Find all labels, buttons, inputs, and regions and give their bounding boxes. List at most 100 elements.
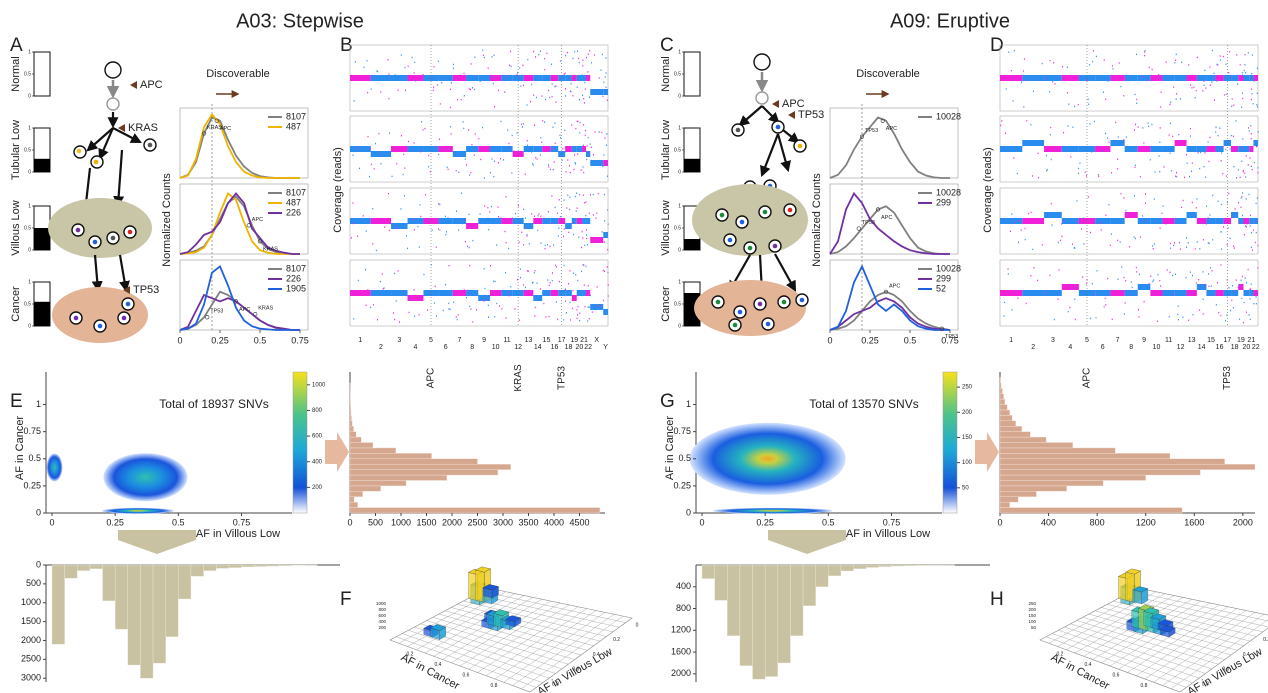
tree-gene-label: TP53 <box>798 109 824 121</box>
mutation-dot <box>757 301 763 307</box>
hist-bar <box>349 453 432 459</box>
coverage-dot <box>510 50 512 53</box>
coverage-dot <box>445 283 447 286</box>
coverage-dot <box>1025 79 1027 82</box>
coverage-dot <box>538 213 540 215</box>
hist-bar <box>790 564 804 636</box>
coverage-dot <box>530 100 532 103</box>
coverage-dot <box>1240 206 1242 209</box>
coverage-dot <box>565 171 567 173</box>
coverage-dot <box>1139 273 1141 276</box>
coverage-dot <box>475 309 477 311</box>
chromosome-label: 12 <box>514 344 522 351</box>
coverage-dot <box>1165 223 1167 225</box>
coverage-band <box>1150 75 1163 81</box>
coverage-dot <box>1005 132 1007 134</box>
coverage-dot <box>572 95 574 97</box>
coverage-dot <box>596 286 598 288</box>
coverage-dot <box>1097 174 1099 176</box>
coverage-dot <box>544 121 546 123</box>
surface-grid <box>486 608 588 676</box>
legend-label: 226 <box>286 273 301 283</box>
coverage-dot <box>1092 60 1094 63</box>
coverage-dot <box>1226 314 1228 316</box>
coverage-dot <box>493 160 495 163</box>
coverage-dot <box>500 217 502 219</box>
coverage-dot <box>1249 214 1251 216</box>
coverage-band <box>582 290 586 296</box>
coverage-dot <box>413 72 415 74</box>
coverage-band <box>523 223 534 229</box>
coverage-dot <box>534 306 536 309</box>
cell <box>104 61 122 79</box>
coverage-dot <box>1105 98 1107 100</box>
x-tick-label: 0 <box>827 335 832 345</box>
coverage-dot <box>1248 127 1250 129</box>
coverage-dot <box>499 305 501 307</box>
coverage-dot <box>1060 239 1062 242</box>
coverage-dot <box>413 147 415 149</box>
x-tick-label: 1600 <box>1184 517 1204 527</box>
coverage-dot <box>435 145 437 148</box>
coverage-dot <box>439 229 441 231</box>
coverage-dot <box>534 124 536 126</box>
coverage-dot <box>598 77 600 79</box>
coverage-dot <box>1247 268 1249 271</box>
mutation-dot <box>732 322 738 328</box>
coverage-dot <box>1118 62 1120 64</box>
coverage-dot <box>404 167 406 169</box>
coverage-dot <box>429 170 431 173</box>
coverage-dot <box>519 67 521 69</box>
coverage-dot <box>519 268 521 270</box>
heatmap-note: Total of 18937 SNVs <box>159 397 268 411</box>
lineage-arrow <box>91 254 103 293</box>
coverage-dot <box>565 95 567 97</box>
chromosome-label: 5 <box>429 337 433 344</box>
coverage-dot <box>1107 277 1109 280</box>
coverage-dot <box>513 150 515 152</box>
annotation-point <box>875 207 881 212</box>
chromosome-label: 19 <box>1237 337 1245 344</box>
coverage-dot <box>1049 133 1051 136</box>
coverage-dot <box>1001 120 1003 122</box>
coverage-dot <box>574 154 576 156</box>
hist-bar <box>349 436 362 443</box>
panel-title: A09: Eruptive <box>890 10 1010 32</box>
coverage-dot <box>544 69 546 71</box>
y-tick-label: 1 <box>36 399 41 409</box>
coverage-dot <box>1237 83 1239 85</box>
coverage-dot <box>356 147 358 149</box>
coverage-dot <box>598 131 600 133</box>
coverage-dot <box>1229 51 1231 53</box>
coverage-dot <box>1160 106 1162 108</box>
coverage-dot <box>1136 98 1138 101</box>
stage-bar-frame <box>33 51 51 97</box>
coverage-dot <box>1216 80 1218 82</box>
coverage-dot <box>1243 234 1245 236</box>
hist-bar <box>727 564 741 636</box>
surface-tick-label: 0.2 <box>1263 637 1268 643</box>
coverage-dot <box>1256 197 1258 199</box>
coverage-band <box>1238 146 1244 152</box>
coverage-band <box>350 146 371 152</box>
coverage-dot <box>587 152 589 154</box>
stage-tick-label: 0 <box>28 93 31 99</box>
hist-bar <box>999 496 1019 503</box>
coverage-band <box>512 290 524 296</box>
hist-bar <box>840 564 854 572</box>
gene-pointer <box>130 81 137 89</box>
coverage-dot <box>1221 152 1223 154</box>
hist-bar <box>279 564 293 566</box>
coverage-dot <box>1032 248 1034 251</box>
coverage-dot <box>1226 279 1228 281</box>
surface-grid <box>1136 608 1238 676</box>
coverage-band <box>1238 75 1244 81</box>
coverage-dot <box>1193 86 1195 89</box>
surface-z-tick-label: 1000 <box>376 601 387 606</box>
coverage-dot <box>1103 305 1105 308</box>
coverage-dot <box>521 231 523 233</box>
coverage-dot <box>365 268 367 271</box>
coverage-dot <box>1257 131 1259 133</box>
coverage-dot <box>358 167 360 170</box>
chromosome-label: 20 <box>1242 344 1250 351</box>
